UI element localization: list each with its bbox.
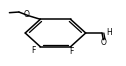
Text: F: F <box>31 46 36 55</box>
Text: F: F <box>69 47 73 56</box>
Text: O: O <box>24 10 30 19</box>
Text: O: O <box>101 38 107 47</box>
Text: H: H <box>106 28 112 37</box>
